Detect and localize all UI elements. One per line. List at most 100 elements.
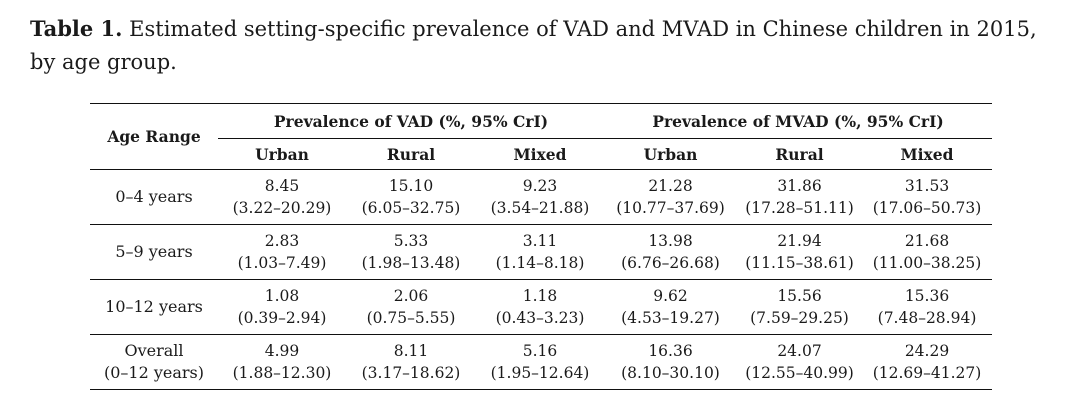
prevalence-value: 16.36 bbox=[648, 342, 693, 360]
prevalence-cell: 21.68 (11.00–38.25) bbox=[862, 224, 993, 280]
age-range-label: 0–4 years bbox=[115, 187, 193, 206]
prevalence-value: 9.62 bbox=[653, 287, 688, 305]
header-row-groups: Age Range Prevalence of VAD (%, 95% CrI)… bbox=[90, 103, 993, 170]
credible-interval: (0.43–3.23) bbox=[495, 309, 585, 327]
age-range-cell: 10–12 years bbox=[90, 279, 218, 335]
credible-interval: (17.28–51.11) bbox=[745, 199, 854, 217]
prevalence-cell: 8.11 (3.17–18.62) bbox=[346, 334, 476, 390]
credible-interval: (1.95–12.64) bbox=[490, 364, 590, 382]
prevalence-cell: 4.99 (1.88–12.30) bbox=[218, 334, 346, 390]
prevalence-cell: 21.28 (10.77–37.69) bbox=[604, 169, 737, 225]
prevalence-value: 8.45 bbox=[264, 177, 300, 195]
prevalence-table-container: Age Range Prevalence of VAD (%, 95% CrI)… bbox=[90, 103, 993, 390]
credible-interval: (1.98–13.48) bbox=[361, 254, 461, 272]
credible-interval: (7.59–29.25) bbox=[750, 309, 849, 327]
prevalence-cell: 31.86 (17.28–51.11) bbox=[737, 169, 862, 225]
vad-urban-header: Urban bbox=[218, 138, 346, 170]
credible-interval: (6.76–26.68) bbox=[621, 254, 720, 272]
credible-interval: (3.22–20.29) bbox=[232, 199, 332, 217]
credible-interval: (12.55–40.99) bbox=[745, 364, 854, 382]
credible-interval: (12.69–41.27) bbox=[872, 364, 982, 382]
prevalence-value: 5.33 bbox=[393, 232, 429, 250]
header-row-subs: Urban Rural Mixed Urban Rural Mixed bbox=[90, 138, 993, 170]
prevalence-value: 1.08 bbox=[264, 287, 300, 305]
prevalence-value: 4.99 bbox=[264, 342, 300, 360]
age-range-label: 5–9 years bbox=[115, 242, 193, 261]
age-range-sublabel: (0–12 years) bbox=[103, 363, 204, 382]
prevalence-value: 9.23 bbox=[522, 177, 558, 195]
mvad-rural-header: Rural bbox=[737, 138, 862, 170]
credible-interval: (11.00–38.25) bbox=[872, 254, 982, 272]
credible-interval: (3.17–18.62) bbox=[361, 364, 461, 382]
table-row: Overall (0–12 years) 4.99 (1.88–12.30) 8.11 (… bbox=[90, 334, 993, 390]
prevalence-cell: 2.06 (0.75–5.55) bbox=[346, 279, 476, 335]
prevalence-value: 15.56 bbox=[777, 287, 822, 305]
credible-interval: (4.53–19.27) bbox=[621, 309, 720, 327]
prevalence-cell: 15.36 (7.48–28.94) bbox=[862, 279, 993, 335]
age-range-header: Age Range bbox=[90, 103, 218, 170]
age-range-cell: Overall (0–12 years) bbox=[90, 334, 218, 390]
vad-mixed-header: Mixed bbox=[476, 138, 604, 170]
table-body: 0–4 years 8.45 (3.22–20.29) 15.10 (6.05–32.7… bbox=[90, 169, 993, 390]
prevalence-value: 21.94 bbox=[777, 232, 822, 250]
table-row: 10–12 years 1.08 (0.39–2.94) 2.06 (0.75–5.55… bbox=[90, 279, 993, 335]
prevalence-cell: 16.36 (8.10–30.10) bbox=[604, 334, 737, 390]
mvad-mixed-header: Mixed bbox=[862, 138, 993, 170]
vad-group-header: Prevalence of VAD (%, 95% CrI) bbox=[218, 103, 604, 139]
table-row: 0–4 years 8.45 (3.22–20.29) 15.10 (6.05–32.7… bbox=[90, 169, 993, 225]
prevalence-cell: 24.29 (12.69–41.27) bbox=[862, 334, 993, 390]
prevalence-cell: 5.33 (1.98–13.48) bbox=[346, 224, 476, 280]
prevalence-value: 8.11 bbox=[393, 342, 429, 360]
prevalence-cell: 3.11 (1.14–8.18) bbox=[476, 224, 604, 280]
prevalence-cell: 15.56 (7.59–29.25) bbox=[737, 279, 862, 335]
age-range-cell: 0–4 years bbox=[90, 169, 218, 225]
caption-label: Table 1. bbox=[30, 16, 123, 41]
prevalence-value: 31.86 bbox=[777, 177, 822, 195]
prevalence-cell: 1.18 (0.43–3.23) bbox=[476, 279, 604, 335]
vad-rural-header: Rural bbox=[346, 138, 476, 170]
prevalence-value: 2.06 bbox=[393, 287, 429, 305]
credible-interval: (17.06–50.73) bbox=[872, 199, 982, 217]
prevalence-cell: 5.16 (1.95–12.64) bbox=[476, 334, 604, 390]
prevalence-value: 21.68 bbox=[904, 232, 950, 250]
credible-interval: (1.88–12.30) bbox=[232, 364, 332, 382]
credible-interval: (1.03–7.49) bbox=[237, 254, 327, 272]
age-range-label: Overall bbox=[124, 341, 184, 360]
credible-interval: (11.15–38.61) bbox=[745, 254, 854, 272]
prevalence-cell: 9.23 (3.54–21.88) bbox=[476, 169, 604, 225]
credible-interval: (0.39–2.94) bbox=[237, 309, 327, 327]
prevalence-value: 31.53 bbox=[904, 177, 950, 195]
table-caption: Table 1. Estimated setting-specific prev… bbox=[30, 12, 1060, 79]
credible-interval: (7.48–28.94) bbox=[877, 309, 977, 327]
credible-interval: (6.05–32.75) bbox=[361, 199, 461, 217]
prevalence-value: 5.16 bbox=[522, 342, 558, 360]
prevalence-cell: 31.53 (17.06–50.73) bbox=[862, 169, 993, 225]
prevalence-value: 24.29 bbox=[904, 342, 950, 360]
prevalence-cell: 13.98 (6.76–26.68) bbox=[604, 224, 737, 280]
credible-interval: (8.10–30.10) bbox=[621, 364, 720, 382]
prevalence-value: 3.11 bbox=[522, 232, 558, 250]
prevalence-value: 15.10 bbox=[388, 177, 434, 195]
prevalence-cell: 1.08 (0.39–2.94) bbox=[218, 279, 346, 335]
credible-interval: (0.75–5.55) bbox=[366, 309, 456, 327]
prevalence-value: 15.36 bbox=[904, 287, 950, 305]
prevalence-cell: 2.83 (1.03–7.49) bbox=[218, 224, 346, 280]
prevalence-value: 24.07 bbox=[777, 342, 822, 360]
prevalence-value: 21.28 bbox=[648, 177, 693, 195]
prevalence-table: Age Range Prevalence of VAD (%, 95% CrI)… bbox=[90, 103, 993, 390]
credible-interval: (10.77–37.69) bbox=[616, 199, 725, 217]
age-range-cell: 5–9 years bbox=[90, 224, 218, 280]
prevalence-value: 13.98 bbox=[648, 232, 693, 250]
prevalence-cell: 15.10 (6.05–32.75) bbox=[346, 169, 476, 225]
prevalence-cell: 9.62 (4.53–19.27) bbox=[604, 279, 737, 335]
mvad-urban-header: Urban bbox=[604, 138, 737, 170]
caption-text: Estimated setting-specific prevalence of… bbox=[30, 17, 1037, 74]
prevalence-value: 2.83 bbox=[264, 232, 300, 250]
credible-interval: (3.54–21.88) bbox=[490, 199, 590, 217]
prevalence-cell: 21.94 (11.15–38.61) bbox=[737, 224, 862, 280]
table-row: 5–9 years 2.83 (1.03–7.49) 5.33 (1.98–13.48)… bbox=[90, 224, 993, 280]
prevalence-cell: 8.45 (3.22–20.29) bbox=[218, 169, 346, 225]
prevalence-cell: 24.07 (12.55–40.99) bbox=[737, 334, 862, 390]
mvad-group-header: Prevalence of MVAD (%, 95% CrI) bbox=[604, 103, 993, 139]
prevalence-value: 1.18 bbox=[522, 287, 558, 305]
